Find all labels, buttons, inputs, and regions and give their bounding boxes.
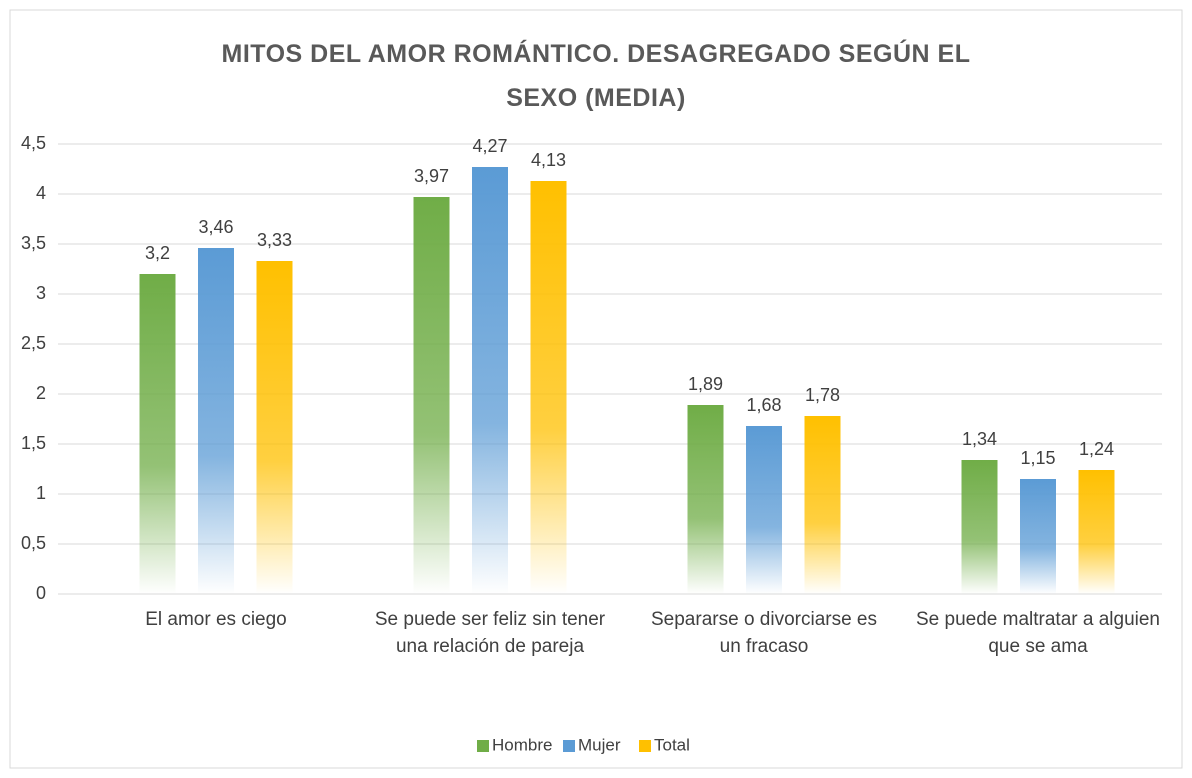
bar <box>413 197 450 594</box>
chart-title: MITOS DEL AMOR ROMÁNTICO. DESAGREGADO SE… <box>221 40 971 112</box>
value-label: 3,2 <box>145 243 170 263</box>
y-tick-label: 4 <box>36 183 46 203</box>
legend-swatch <box>477 740 489 752</box>
y-tick-label: 1 <box>36 483 46 503</box>
value-label: 4,27 <box>472 136 507 156</box>
value-label: 3,97 <box>414 166 449 186</box>
legend-label: Total <box>654 735 690 754</box>
y-tick-label: 2,5 <box>21 333 46 353</box>
value-label: 1,34 <box>962 429 997 449</box>
value-label: 3,33 <box>257 230 292 250</box>
legend-label: Mujer <box>578 735 621 754</box>
bar <box>256 261 293 594</box>
bar <box>746 426 782 594</box>
y-tick-label: 1,5 <box>21 433 46 453</box>
value-label: 1,68 <box>746 395 781 415</box>
bar <box>804 416 841 594</box>
value-label: 1,78 <box>805 385 840 405</box>
y-tick-label: 3 <box>36 283 46 303</box>
y-tick-label: 3,5 <box>21 233 46 253</box>
bar <box>472 167 508 594</box>
x-tick-label: Se puede maltratar a alguien que se ama <box>916 609 1160 657</box>
bar <box>961 460 998 594</box>
bar <box>687 405 724 594</box>
bar <box>139 274 176 594</box>
value-label: 1,15 <box>1020 448 1055 468</box>
value-label: 1,24 <box>1079 439 1114 459</box>
x-tick-label: Separarse o divorciarse es un fracaso <box>651 609 877 657</box>
y-tick-label: 2 <box>36 383 46 403</box>
legend-swatch <box>639 740 651 752</box>
value-label: 1,89 <box>688 374 723 394</box>
y-tick-label: 0 <box>36 583 46 603</box>
legend-label: Hombre <box>492 735 552 754</box>
bar <box>530 181 567 594</box>
y-tick-label: 4,5 <box>21 133 46 153</box>
bar <box>1020 479 1056 594</box>
value-label: 4,13 <box>531 150 566 170</box>
value-label: 3,46 <box>198 217 233 237</box>
bar <box>198 248 234 594</box>
x-tick-label: Se puede ser feliz sin tener una relació… <box>374 609 606 657</box>
bar <box>1078 470 1115 594</box>
x-tick-label: El amor es ciego <box>145 609 287 630</box>
y-tick-label: 0,5 <box>21 533 46 553</box>
legend-swatch <box>563 740 575 752</box>
